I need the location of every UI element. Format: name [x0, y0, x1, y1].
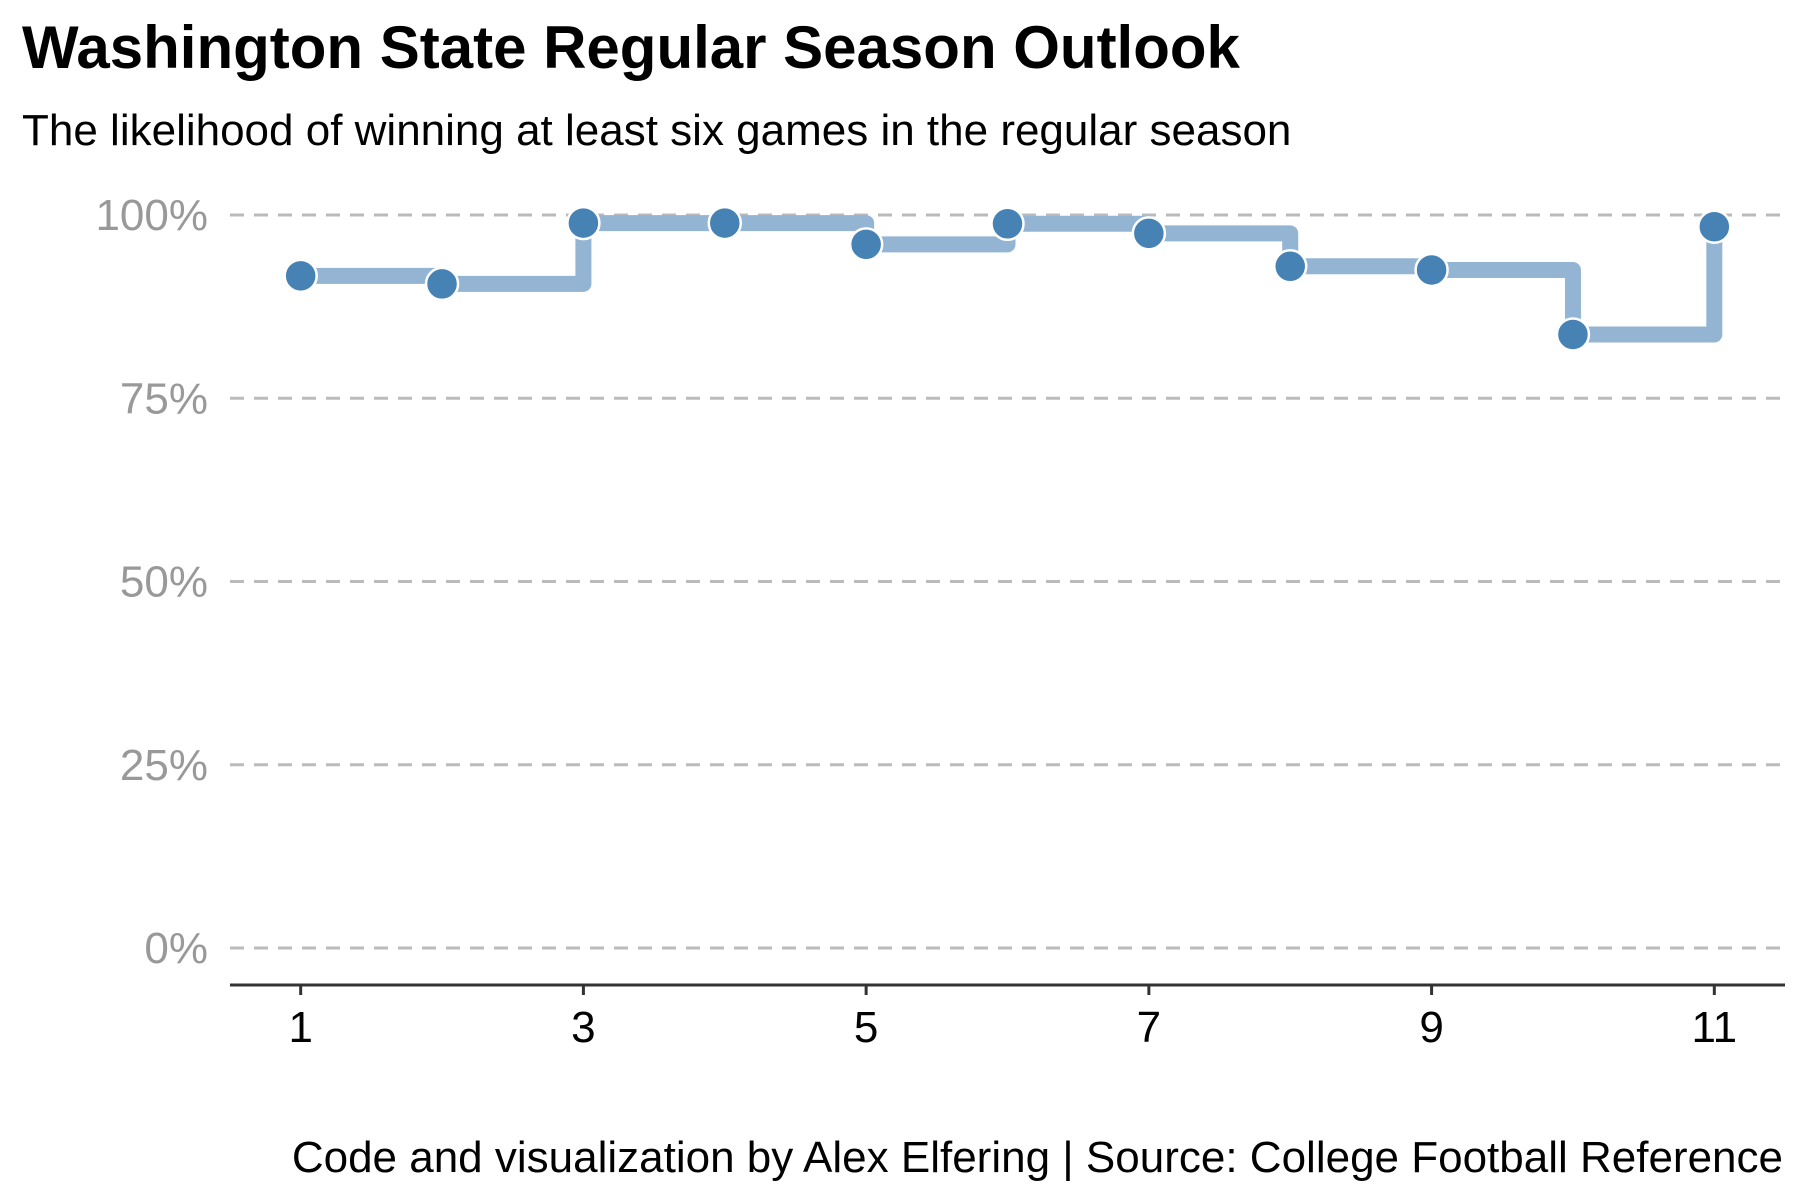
step-line-layer: [300, 215, 1723, 343]
y-tick-label: 100%: [95, 191, 208, 240]
data-point: [283, 258, 318, 294]
x-tick-label: 9: [1419, 1003, 1443, 1052]
grid-lines: [230, 213, 1785, 950]
data-point: [990, 206, 1025, 242]
data-point: [1131, 216, 1167, 251]
chart-title: Washington State Regular Season Outlook: [22, 14, 1241, 81]
data-point: [566, 205, 601, 241]
points-layer: [283, 205, 1732, 352]
x-tick-label: 11: [1691, 1003, 1737, 1052]
x-axis-ticks: 1 3 5 7 9 11: [288, 985, 1737, 1052]
data-point: [848, 227, 884, 262]
x-tick-label: 3: [571, 1003, 595, 1052]
chart-caption: Code and visualization by Alex Elfering …: [292, 1133, 1783, 1182]
chart-subtitle: The likelihood of winning at least six g…: [22, 106, 1291, 155]
x-tick-label: 7: [1137, 1003, 1161, 1052]
data-point: [424, 266, 460, 302]
x-tick-label: 5: [854, 1003, 878, 1052]
y-tick-label: 0%: [144, 924, 208, 973]
data-point: [1414, 252, 1449, 288]
y-axis-ticks: 0% 25% 50% 75% 100%: [95, 191, 208, 973]
x-tick-label: 1: [288, 1003, 312, 1052]
data-point: [1272, 249, 1308, 284]
series-step-line: [300, 215, 1723, 343]
y-tick-label: 25%: [120, 741, 208, 790]
data-point: [707, 205, 743, 241]
data-point: [1555, 317, 1591, 352]
y-tick-label: 50%: [120, 558, 208, 607]
data-point: [1697, 209, 1732, 244]
y-tick-label: 75%: [120, 374, 208, 423]
